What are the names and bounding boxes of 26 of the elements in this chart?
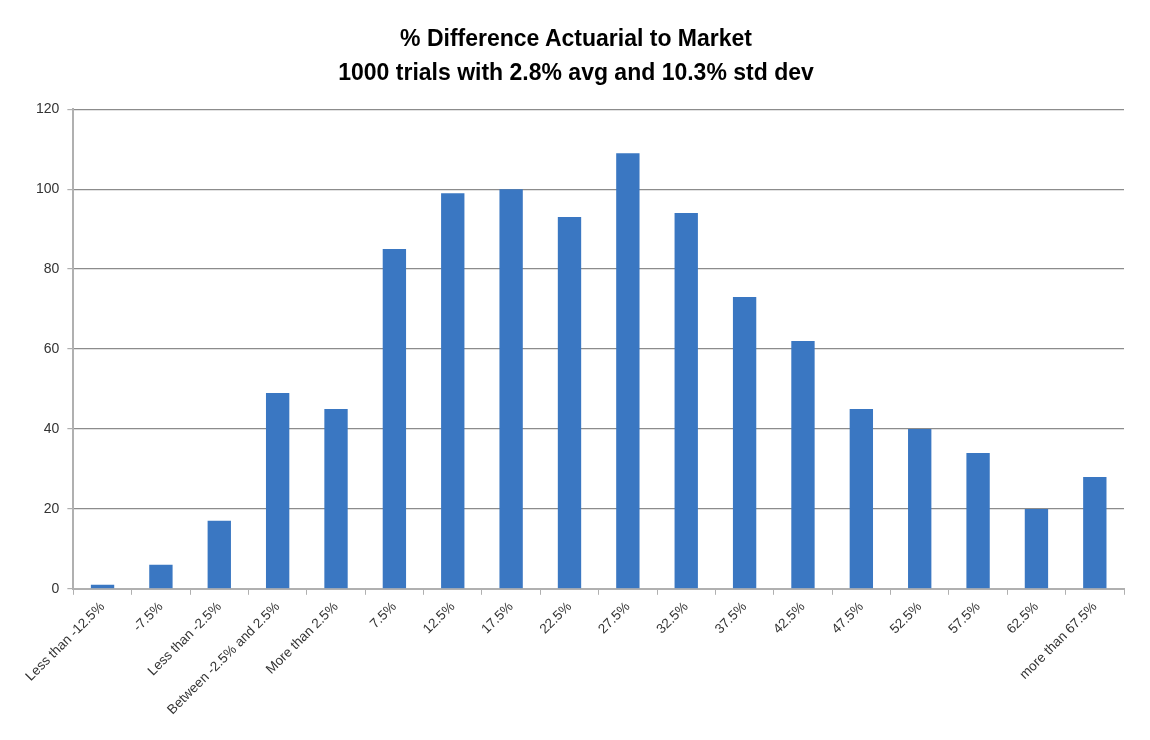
y-tick-label: 60: [43, 339, 60, 356]
chart-title: % Difference Actuarial to Market: [400, 25, 753, 52]
y-tick-label: 20: [43, 499, 60, 516]
bar: [849, 408, 874, 589]
bar: [732, 297, 757, 589]
bar: [674, 213, 698, 589]
y-tick-label: 100: [36, 180, 60, 196]
y-tick-label: 40: [43, 419, 60, 436]
bar: [1083, 476, 1107, 589]
y-tick-label: 0: [51, 579, 60, 596]
bar: [149, 564, 173, 589]
bar: [265, 392, 290, 589]
y-tick-label: 80: [43, 259, 60, 276]
bar: [791, 341, 815, 589]
bar: [441, 193, 465, 589]
bar: [908, 428, 932, 589]
bar: [207, 520, 231, 589]
bar: [1024, 508, 1049, 589]
bar: [324, 408, 348, 589]
bar: [966, 452, 990, 589]
y-tick-label: 120: [36, 100, 60, 117]
bar: [499, 189, 523, 589]
bar: [382, 249, 407, 589]
bar: [557, 217, 582, 589]
chart-subtitle: 1000 trials with 2.8% avg and 10.3% std dev: [338, 58, 814, 85]
bar: [616, 153, 640, 589]
